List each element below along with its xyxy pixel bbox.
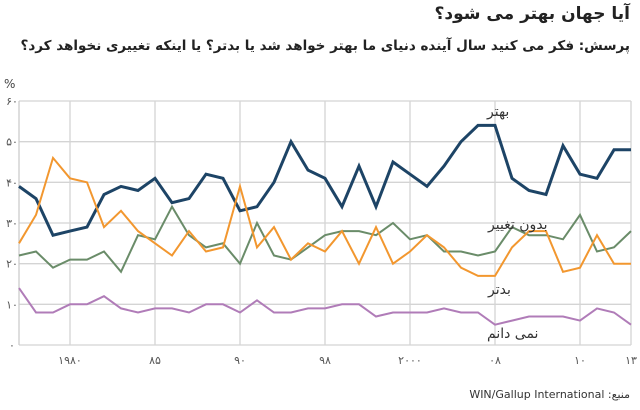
y-tick-label: ۶۰ <box>6 95 18 108</box>
y-tick-label: ۱۰ <box>6 298 18 311</box>
page-title: آیا جهان بهتر می شود؟ <box>434 4 630 24</box>
x-tick-label: ۹۸ <box>319 354 331 367</box>
series-line <box>18 123 631 237</box>
x-tick-label: ۲۰۰۰ <box>398 354 422 367</box>
y-tick-label: ۳۰ <box>6 217 18 230</box>
x-tick-label: ۹۰ <box>234 354 246 367</box>
series-label: بدون تغییر <box>487 217 548 233</box>
x-tick-label: ۱۰ <box>574 354 586 367</box>
series-label: بدتر <box>487 282 511 298</box>
y-tick-label: ۰ <box>9 339 15 352</box>
question-subtitle: پرسش: فکر می کنید سال آینده دنیای ما بهت… <box>20 38 630 54</box>
y-tick-label: ۲۰ <box>6 258 18 271</box>
y-tick-label: ۵۰ <box>6 136 18 149</box>
series-line <box>18 204 632 274</box>
x-tick-label: ۰۸ <box>489 354 501 367</box>
series-label: نمی دانم <box>487 326 538 342</box>
x-tick-label: ۱۳ <box>625 354 637 367</box>
series-line <box>18 155 631 277</box>
x-tick-label: ۸۵ <box>149 354 161 367</box>
series-line <box>18 287 632 326</box>
y-axis-label: % <box>4 77 16 91</box>
x-tick-label: ۱۹۸۰ <box>58 354 82 367</box>
y-tick-label: ۴۰ <box>6 176 18 189</box>
source-note: منبع: WIN/Gallup International <box>469 388 630 401</box>
series-label: بهتر <box>486 104 509 120</box>
